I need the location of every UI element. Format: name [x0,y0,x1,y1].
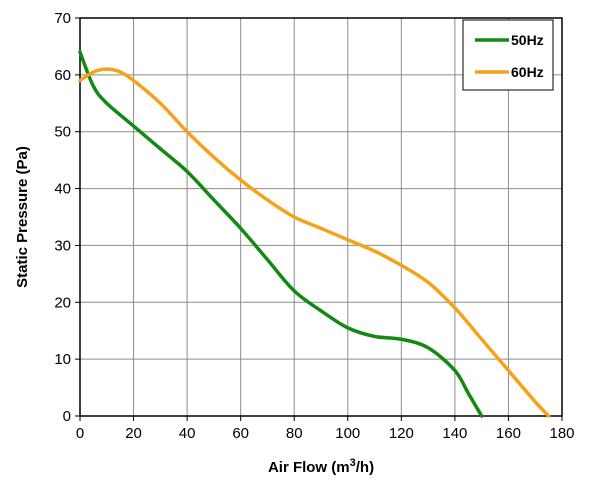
legend-box [462,19,554,91]
plot-frame [79,17,563,417]
y-tick-label: 40 [54,181,71,198]
series-line-50hz [78,50,484,418]
x-tick-label: 60 [232,425,249,442]
x-tick-label: 80 [286,425,303,442]
y-tick-label: 60 [54,67,71,84]
y-tick-label: 50 [54,124,71,141]
y-tick-label: 30 [54,237,71,254]
x-tick-label: 160 [496,425,521,442]
legend-label-50hz: 50Hz [511,32,544,48]
x-axis-title: Air Flow (m3/h) [268,457,374,476]
y-tick-label: 0 [63,408,71,425]
y-tick-label: 70 [54,10,71,27]
legend: 50Hz 60Hz [462,19,554,91]
x-tick-label: 100 [335,425,360,442]
y-tick-label: 20 [54,294,71,311]
y-axis-title: Static Pressure (Pa) [14,146,31,288]
series-line-60hz [78,67,551,418]
legend-label-60hz: 60Hz [511,64,544,80]
x-tick-label: 40 [179,425,196,442]
series-layer [78,50,551,418]
x-tick-label: 0 [76,425,84,442]
x-tick-label: 180 [549,425,574,442]
x-tick-label: 120 [389,425,414,442]
tick-labels: 0 20 40 60 80 100 120 140 160 180 0 10 20 30 40 50 60 70 [54,10,574,442]
y-tick-label: 10 [54,351,71,368]
x-tick-label: 20 [125,425,142,442]
x-tick-label: 140 [442,425,467,442]
